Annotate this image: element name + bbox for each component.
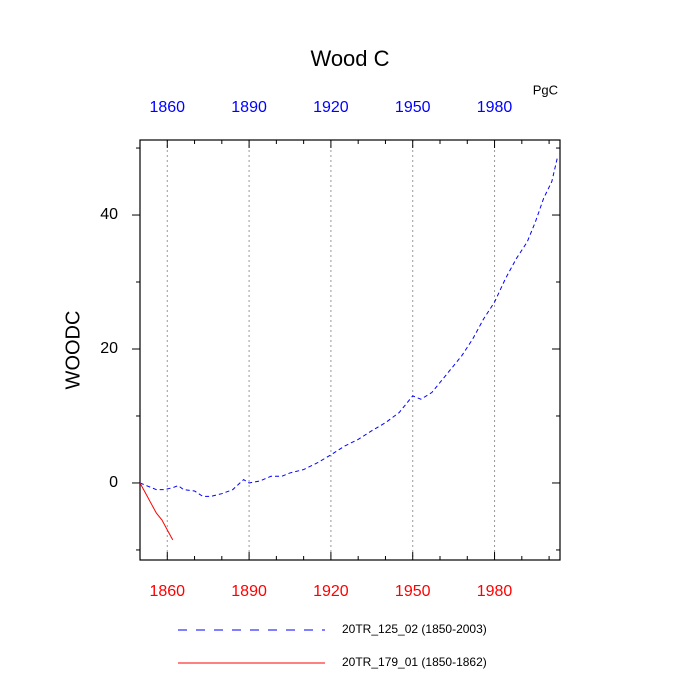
x-tick-label: 1920 bbox=[313, 583, 349, 600]
x-tick-label: 1890 bbox=[231, 583, 267, 600]
y-tick-label: 20 bbox=[100, 340, 118, 357]
x-tick-label: 1950 bbox=[395, 583, 431, 600]
series-line bbox=[139, 157, 558, 497]
y-tick-label: 0 bbox=[109, 474, 118, 491]
y-axis-label: WOODC bbox=[62, 311, 84, 390]
plot-frame bbox=[139, 139, 561, 561]
series-line bbox=[139, 482, 174, 541]
legend-label: 20TR_125_02 (1850-2003) bbox=[342, 622, 487, 636]
y-tick-label: 40 bbox=[100, 206, 118, 223]
x-top-tick-label: 1980 bbox=[477, 99, 513, 116]
x-top-tick-label: 1860 bbox=[149, 99, 185, 116]
legend-label: 20TR_179_01 (1850-1862) bbox=[342, 655, 487, 669]
x-top-tick-label: 1950 bbox=[395, 99, 431, 116]
x-tick-label: 1980 bbox=[477, 583, 513, 600]
x-top-tick-label: 1890 bbox=[231, 99, 267, 116]
x-top-tick-label: 1920 bbox=[313, 99, 349, 116]
x-tick-label: 1860 bbox=[149, 583, 185, 600]
units-label: PgC bbox=[533, 82, 558, 97]
chart-title: Wood C bbox=[310, 46, 389, 71]
